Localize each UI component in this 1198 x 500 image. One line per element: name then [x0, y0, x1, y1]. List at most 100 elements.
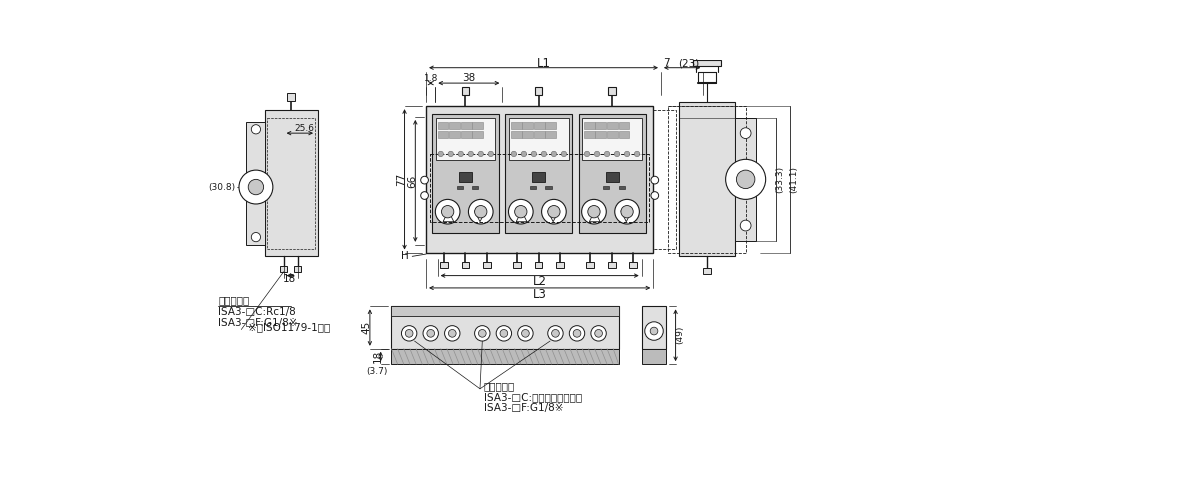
Bar: [583, 131, 594, 138]
Polygon shape: [589, 211, 600, 222]
Bar: [694, 60, 721, 66]
Circle shape: [740, 128, 751, 138]
Circle shape: [621, 206, 634, 218]
Circle shape: [615, 151, 619, 156]
Bar: [437, 131, 448, 138]
Bar: [534, 87, 543, 94]
Bar: [653, 110, 677, 248]
Bar: [437, 122, 448, 128]
Bar: [436, 118, 496, 160]
Circle shape: [238, 170, 273, 204]
Bar: [734, 118, 756, 241]
Circle shape: [488, 151, 494, 156]
Bar: [522, 131, 533, 138]
Circle shape: [448, 330, 456, 337]
Circle shape: [512, 151, 516, 156]
Bar: [642, 349, 666, 364]
Bar: [532, 172, 545, 181]
Circle shape: [444, 326, 460, 341]
Polygon shape: [516, 211, 527, 222]
Circle shape: [588, 206, 600, 218]
Circle shape: [478, 151, 484, 156]
Bar: [459, 172, 472, 181]
Bar: [607, 262, 616, 268]
Bar: [461, 87, 470, 94]
Circle shape: [458, 151, 464, 156]
Bar: [513, 262, 521, 268]
Circle shape: [591, 326, 606, 341]
Bar: [440, 262, 448, 268]
Text: 18: 18: [283, 274, 296, 284]
Circle shape: [551, 151, 557, 156]
Circle shape: [521, 330, 530, 337]
Polygon shape: [443, 211, 454, 222]
Text: (41.1): (41.1): [789, 166, 798, 193]
Bar: [604, 186, 610, 190]
Bar: [509, 118, 569, 160]
Bar: [392, 306, 618, 316]
Text: 25.6: 25.6: [295, 124, 314, 133]
Bar: [280, 266, 288, 272]
Bar: [618, 186, 624, 190]
Text: 77: 77: [395, 172, 406, 186]
Circle shape: [474, 206, 486, 218]
Circle shape: [651, 176, 659, 184]
Bar: [246, 122, 265, 245]
Circle shape: [594, 151, 600, 156]
Bar: [579, 114, 646, 233]
Bar: [294, 266, 302, 272]
Text: 供給ポート: 供給ポート: [218, 295, 249, 305]
Circle shape: [420, 192, 429, 200]
Text: L1: L1: [537, 56, 551, 70]
Bar: [629, 262, 637, 268]
Bar: [472, 186, 478, 190]
Circle shape: [547, 206, 561, 218]
Polygon shape: [474, 211, 485, 222]
Bar: [534, 131, 545, 138]
Text: 検出ポート: 検出ポート: [484, 381, 515, 391]
Circle shape: [448, 151, 453, 156]
Polygon shape: [621, 211, 631, 222]
Bar: [607, 87, 616, 94]
Circle shape: [518, 326, 533, 341]
Circle shape: [703, 50, 710, 58]
Text: ISA3-□C:ワンタッチ管継手: ISA3-□C:ワンタッチ管継手: [484, 392, 582, 402]
Bar: [461, 131, 472, 138]
Bar: [607, 122, 618, 128]
Text: 7: 7: [664, 58, 670, 68]
Circle shape: [726, 160, 766, 200]
Bar: [267, 118, 315, 248]
Circle shape: [508, 200, 533, 224]
Bar: [426, 106, 653, 253]
Bar: [595, 131, 606, 138]
Circle shape: [615, 200, 640, 224]
Circle shape: [401, 326, 417, 341]
Bar: [618, 122, 629, 128]
Circle shape: [604, 151, 610, 156]
Text: ISA3-□F:G1/8※: ISA3-□F:G1/8※: [484, 402, 563, 412]
Bar: [510, 131, 521, 138]
Bar: [461, 122, 472, 128]
Circle shape: [521, 151, 527, 156]
Circle shape: [468, 151, 473, 156]
Text: ※：ISO1179-1準拠: ※：ISO1179-1準拠: [248, 322, 329, 332]
Bar: [605, 172, 618, 181]
Bar: [534, 122, 545, 128]
Bar: [618, 131, 629, 138]
Circle shape: [651, 192, 659, 200]
Bar: [506, 114, 573, 233]
Bar: [522, 122, 533, 128]
Bar: [265, 110, 317, 256]
Bar: [607, 131, 618, 138]
Bar: [472, 122, 483, 128]
Circle shape: [248, 180, 264, 194]
Circle shape: [541, 151, 546, 156]
Circle shape: [541, 200, 567, 224]
Circle shape: [468, 200, 494, 224]
Text: H: H: [401, 252, 410, 262]
Circle shape: [252, 124, 260, 134]
Circle shape: [551, 330, 559, 337]
Bar: [461, 262, 470, 268]
Bar: [530, 186, 537, 190]
Circle shape: [515, 206, 527, 218]
